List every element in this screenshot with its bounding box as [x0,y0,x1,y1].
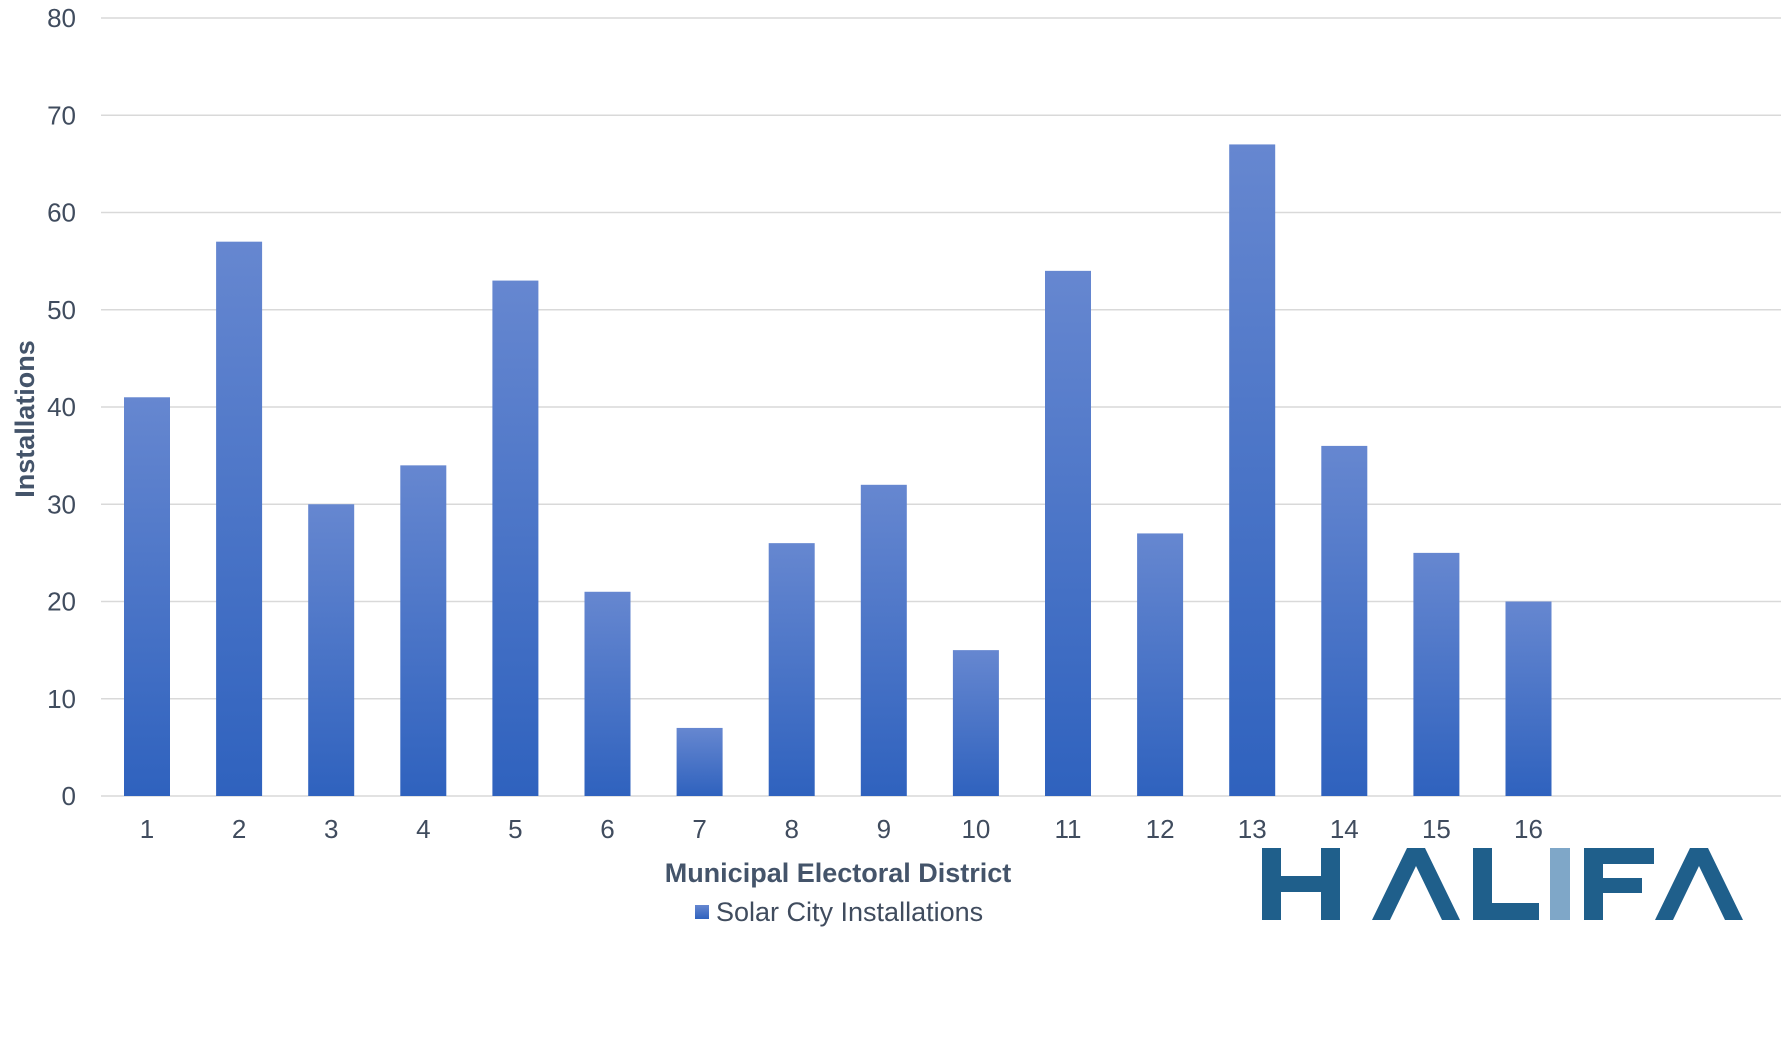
x-tick-label: 4 [416,814,430,844]
bar-district-3 [308,504,355,796]
y-tick-label: 40 [47,392,76,422]
gridlines [101,17,1781,797]
bar-district-8 [768,543,815,796]
bar-district-12 [1137,533,1184,796]
x-tick-label: 5 [508,814,522,844]
bar-district-16 [1505,601,1552,796]
x-tick-label: 6 [600,814,614,844]
x-tick-label: 11 [1055,814,1082,844]
bar-district-4 [400,465,447,796]
bar-district-7 [676,727,723,796]
bar-district-10 [952,650,999,796]
bar-district-6 [584,591,631,796]
bar-district-1 [124,397,170,796]
y-tick-label: 30 [47,489,76,519]
y-tick-label: 60 [47,198,76,228]
x-tick-label: 7 [692,814,706,844]
x-tick-label: 15 [1422,814,1451,844]
x-tick-label: 16 [1514,814,1543,844]
y-tick-label: 20 [47,587,76,617]
y-tick-label: 50 [47,295,76,325]
halifax-logo [1262,848,1743,920]
x-tick-label: 1 [140,814,154,844]
bar-district-5 [492,280,539,796]
x-axis-title: Municipal Electoral District [665,858,1012,888]
y-tick-label: 80 [47,3,76,33]
y-tick-label: 0 [62,781,76,811]
x-tick-label: 8 [784,814,798,844]
y-axis-ticks: 0 10 20 30 40 50 60 70 80 [47,3,76,811]
y-tick-label: 70 [47,100,76,130]
y-tick-label: 10 [47,684,76,714]
x-tick-label: 10 [961,814,990,844]
bar-district-13 [1229,144,1276,797]
x-tick-label: 13 [1238,814,1267,844]
bar-district-14 [1321,445,1368,796]
y-axis-title: Installations [10,340,40,498]
legend: Solar City Installations [695,897,983,927]
x-axis-ticks: 1 2 3 4 5 6 7 8 9 10 11 12 13 14 15 16 [140,814,1543,844]
x-tick-label: 3 [324,814,338,844]
bars [124,144,1552,797]
bar-district-2 [216,241,263,797]
x-tick-label: 12 [1146,814,1175,844]
x-tick-label: 2 [232,814,246,844]
legend-label: Solar City Installations [716,897,983,927]
x-tick-label: 14 [1330,814,1359,844]
bar-district-9 [860,484,907,796]
bar-district-15 [1413,552,1460,796]
legend-swatch [695,905,709,919]
x-tick-label: 9 [877,814,891,844]
bar-district-11 [1045,270,1091,797]
